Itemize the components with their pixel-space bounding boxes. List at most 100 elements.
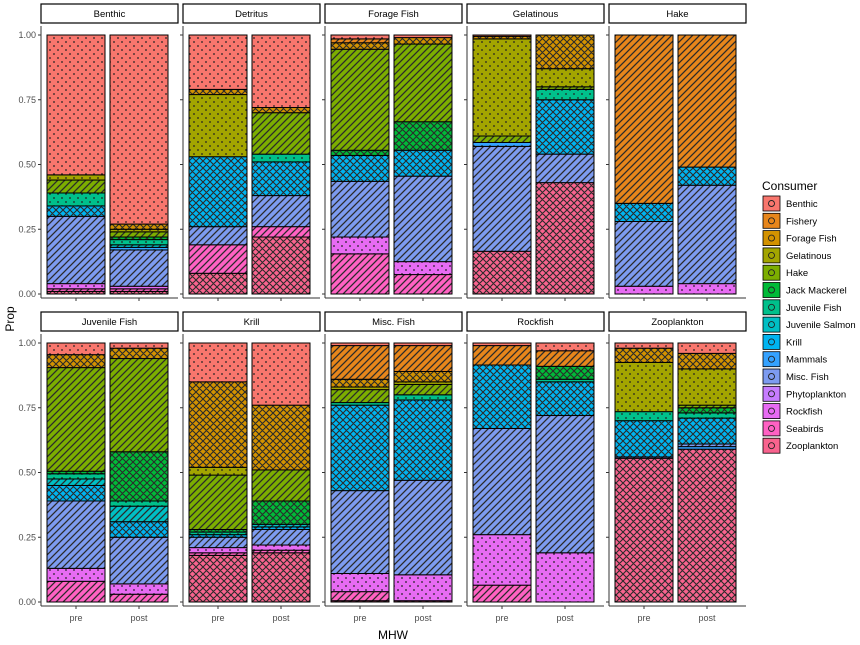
bar-segment-benthic xyxy=(472,34,532,37)
x-tick-label: pre xyxy=(69,613,82,623)
facet-strip xyxy=(466,3,605,24)
bar-segment-benthic xyxy=(251,34,311,109)
bar-segment-juvenile-fish xyxy=(109,500,169,507)
facet-strip-label: Benthic xyxy=(94,9,126,20)
bar-segment-misc-fish xyxy=(535,153,595,184)
bar-segment-forage-fish xyxy=(677,352,737,370)
legend-key xyxy=(762,264,781,281)
bar-post xyxy=(393,342,453,603)
bar-segment-krill xyxy=(614,420,674,458)
bar-segment-hake xyxy=(393,43,453,123)
facet-strip-label: Forage Fish xyxy=(368,9,419,20)
bar-pre xyxy=(330,34,390,295)
bar-post xyxy=(109,342,169,603)
legend-title: Consumer xyxy=(762,179,817,193)
y-tick-label: 0.75 xyxy=(18,403,36,413)
bar-segment-forage-fish xyxy=(330,42,390,50)
bar-segment-rockfish xyxy=(330,573,390,593)
bar-segment-fishery xyxy=(330,38,390,44)
facet-strip xyxy=(182,311,321,332)
y-tick-label: 0.75 xyxy=(18,95,36,105)
legend-key xyxy=(762,282,781,298)
bar-segment-zooplankton xyxy=(188,272,248,295)
facet-strip-label: Gelatinous xyxy=(513,9,559,20)
x-tick-label: post xyxy=(272,613,290,623)
bar-segment-zooplankton xyxy=(472,250,532,295)
legend-item-jack-mackerel: Jack Mackerel xyxy=(762,282,847,298)
legend-key xyxy=(762,195,781,212)
bar-segment-zooplankton xyxy=(251,236,311,295)
legend-label: Misc. Fish xyxy=(786,372,829,383)
bar-segment-benthic xyxy=(46,34,106,176)
bar-segment-krill xyxy=(46,484,106,502)
bar-segment-seabirds xyxy=(188,244,248,274)
bar-post xyxy=(109,34,169,295)
facet-zooplankton: Zooplankton pre post xyxy=(606,311,747,623)
bar-segment-rockfish xyxy=(393,574,453,602)
legend-key-point xyxy=(768,407,775,415)
facet-strip-label: Misc. Fish xyxy=(372,317,415,328)
bar-segment-benthic xyxy=(393,342,453,347)
legend-item-phytoplankton: Phytoplankton xyxy=(762,385,846,402)
bar-segment-juvenile-fish xyxy=(46,473,106,480)
bar-segment-hake xyxy=(393,383,453,396)
bar-segment-juvenile-fish xyxy=(677,412,737,419)
bar-segment-misc-fish xyxy=(472,427,532,536)
bar-segment-krill xyxy=(393,399,453,481)
facet-strip-label: Juvenile Fish xyxy=(82,317,137,328)
bar-segment-juvenile-salmon xyxy=(46,478,106,486)
bar-segment-gelatinous xyxy=(677,368,737,406)
bar-segment-benthic xyxy=(109,342,169,349)
bar-segment-misc-fish xyxy=(393,175,453,263)
bar-segment-krill xyxy=(46,205,106,217)
y-tick-label: 0.00 xyxy=(18,597,36,607)
facet-hake: Hake xyxy=(606,3,747,301)
bar-segment-juvenile-fish xyxy=(46,192,106,207)
bar-segment-forage-fish xyxy=(251,404,311,471)
legend-key xyxy=(762,212,781,229)
y-tick-label: 0.25 xyxy=(18,224,36,234)
legend-label: Forage Fish xyxy=(786,234,837,245)
bar-segment-gelatinous xyxy=(188,94,248,158)
x-tick-label: pre xyxy=(637,613,650,623)
legend-key xyxy=(762,437,781,454)
bar-pre xyxy=(472,342,532,603)
bar-post xyxy=(677,34,737,295)
bar-post xyxy=(677,342,737,603)
bar-segment-gelatinous xyxy=(46,174,106,181)
bar-segment-juvenile-fish xyxy=(614,411,674,422)
bar-segment-zooplankton xyxy=(251,552,311,603)
bar-segment-misc-fish xyxy=(188,226,248,246)
legend-key xyxy=(762,385,781,402)
legend-key xyxy=(762,351,781,368)
bar-segment-seabirds xyxy=(251,226,311,238)
legend-item-juvenile-fish: Juvenile Fish xyxy=(762,299,841,316)
facet-benthic: Benthic 0.00 0.25 0.50 0.75 1.00 xyxy=(18,3,179,301)
bar-segment-krill xyxy=(330,154,390,182)
bar-segment-benthic xyxy=(330,342,390,347)
bar-segment-krill xyxy=(535,99,595,155)
legend-item-seabirds: Seabirds xyxy=(762,420,824,437)
bar-segment-fishery xyxy=(472,345,532,366)
bar-segment-seabirds xyxy=(109,593,169,603)
legend-label: Gelatinous xyxy=(786,251,832,262)
bar-segment-misc-fish xyxy=(109,249,169,287)
bar-segment-forage-fish xyxy=(393,370,453,383)
bar-segment-juvenile-salmon xyxy=(109,505,169,523)
bar-segment-hake xyxy=(188,474,248,530)
legend-key xyxy=(762,333,781,350)
bar-segment-misc-fish xyxy=(109,536,169,585)
bar-segment-misc-fish xyxy=(472,145,532,252)
bar-segment-jack-mackerel xyxy=(677,407,737,414)
x-tick-label: post xyxy=(556,613,574,623)
bar-segment-seabirds xyxy=(472,584,532,603)
facet-strip-label: Hake xyxy=(666,9,688,20)
y-tick-label: 1.00 xyxy=(18,338,36,348)
bar-segment-benthic xyxy=(330,34,390,40)
bar-segment-benthic xyxy=(251,342,311,406)
bar-segment-misc-fish xyxy=(46,500,106,569)
facet-gelatinous: Gelatinous xyxy=(464,3,605,301)
legend-key xyxy=(762,230,781,247)
bar-segment-rockfish xyxy=(251,544,311,551)
bar-segment-misc-fish xyxy=(614,220,674,287)
